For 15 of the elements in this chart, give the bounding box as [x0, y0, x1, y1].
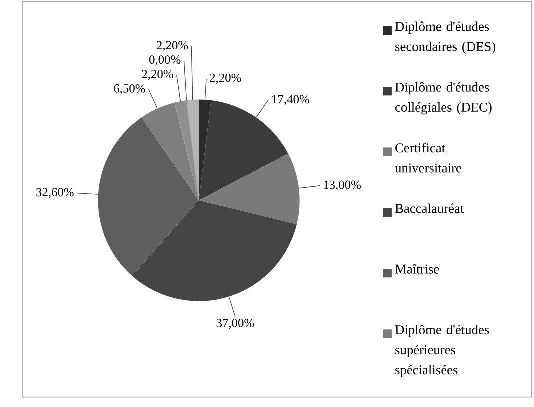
data-label: 37,00% — [216, 319, 254, 330]
legend-label: Diplôme d'études collégiales (DEC) — [395, 82, 492, 115]
legend-label: Diplôme d'études supérieures spécialisées — [395, 325, 490, 378]
legend-label: Maîtrise — [395, 264, 440, 274]
text: 0,00% — [150, 56, 181, 66]
legend-label: Certificat universitaire — [395, 143, 462, 173]
legend-label: Baccalauréat — [395, 204, 464, 214]
data-label: 17,40% — [272, 95, 310, 106]
data-label: 2,20% — [142, 70, 174, 80]
legend-label: Diplôme d'études secondaires (DES) — [395, 22, 496, 54]
data-label: 6,50% — [114, 84, 146, 95]
data-label: 32,60% — [36, 188, 74, 198]
data-label: 2,20% — [210, 74, 242, 84]
data-label: 13,00% — [324, 180, 362, 192]
data-label: 2,20% — [156, 41, 188, 52]
